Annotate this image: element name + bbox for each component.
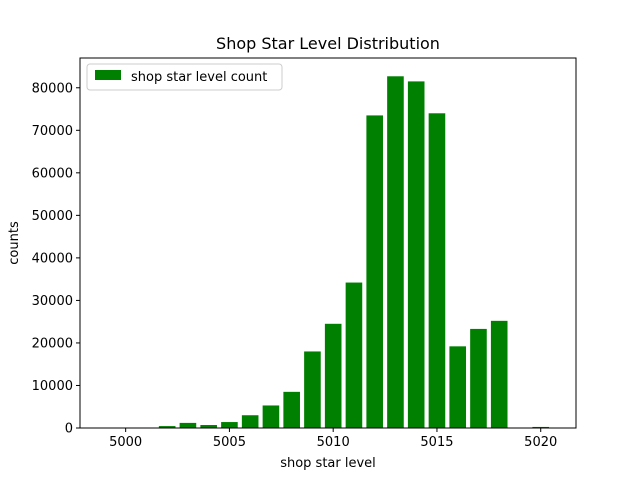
y-tick-label: 30000	[32, 294, 73, 309]
bar-5018	[490, 320, 508, 428]
y-tick-label: 40000	[32, 251, 73, 266]
bar-5015	[428, 113, 446, 428]
y-tick-label: 20000	[32, 336, 73, 351]
bar-5006	[241, 415, 259, 428]
legend-swatch	[95, 70, 121, 80]
legend-box	[86, 63, 283, 91]
bar-5012	[366, 115, 383, 428]
bar-5003	[179, 422, 197, 428]
y-tick-label: 70000	[32, 124, 73, 139]
x-tick-label: 5020	[524, 435, 557, 450]
x-tick-label: 5015	[420, 435, 453, 450]
y-tick-label: 0	[65, 422, 73, 437]
y-tick-label: 60000	[32, 166, 73, 181]
y-tick-label: 10000	[32, 379, 73, 394]
y-tick-label: 80000	[32, 81, 73, 96]
bar-5014	[407, 81, 425, 428]
bar-5016	[449, 346, 467, 428]
bars-group	[96, 76, 550, 428]
bar-5005	[221, 422, 238, 428]
y-ticks: 0 10000 20000 30000 40000 50000 60000 70000 8000…	[32, 81, 80, 437]
bar-5011	[345, 282, 363, 428]
bar-5008	[283, 391, 300, 428]
chart-title: Shop Star Level Distribution	[216, 34, 440, 53]
axes-frame	[79, 57, 577, 429]
bar-5004	[200, 425, 217, 428]
bar-5007	[262, 405, 280, 428]
y-tick-label: 50000	[32, 209, 73, 224]
legend-label: shop star level count	[131, 70, 267, 85]
y-axis-label: counts	[7, 221, 22, 265]
x-tick-label: 5010	[317, 435, 350, 450]
legend: shop star level count	[86, 63, 283, 91]
x-tick-label: 5005	[213, 435, 246, 450]
bar-5002	[158, 426, 176, 428]
x-ticks: 5000 5005 5010 5015 5020	[109, 428, 557, 450]
bar-5013	[387, 76, 404, 428]
bar-5010	[324, 323, 342, 428]
bar-5009	[304, 351, 321, 428]
x-tick-label: 5000	[109, 435, 142, 450]
x-axis-label: shop star level	[280, 456, 376, 471]
bar-5020	[532, 426, 550, 428]
bar-5017	[470, 328, 487, 428]
